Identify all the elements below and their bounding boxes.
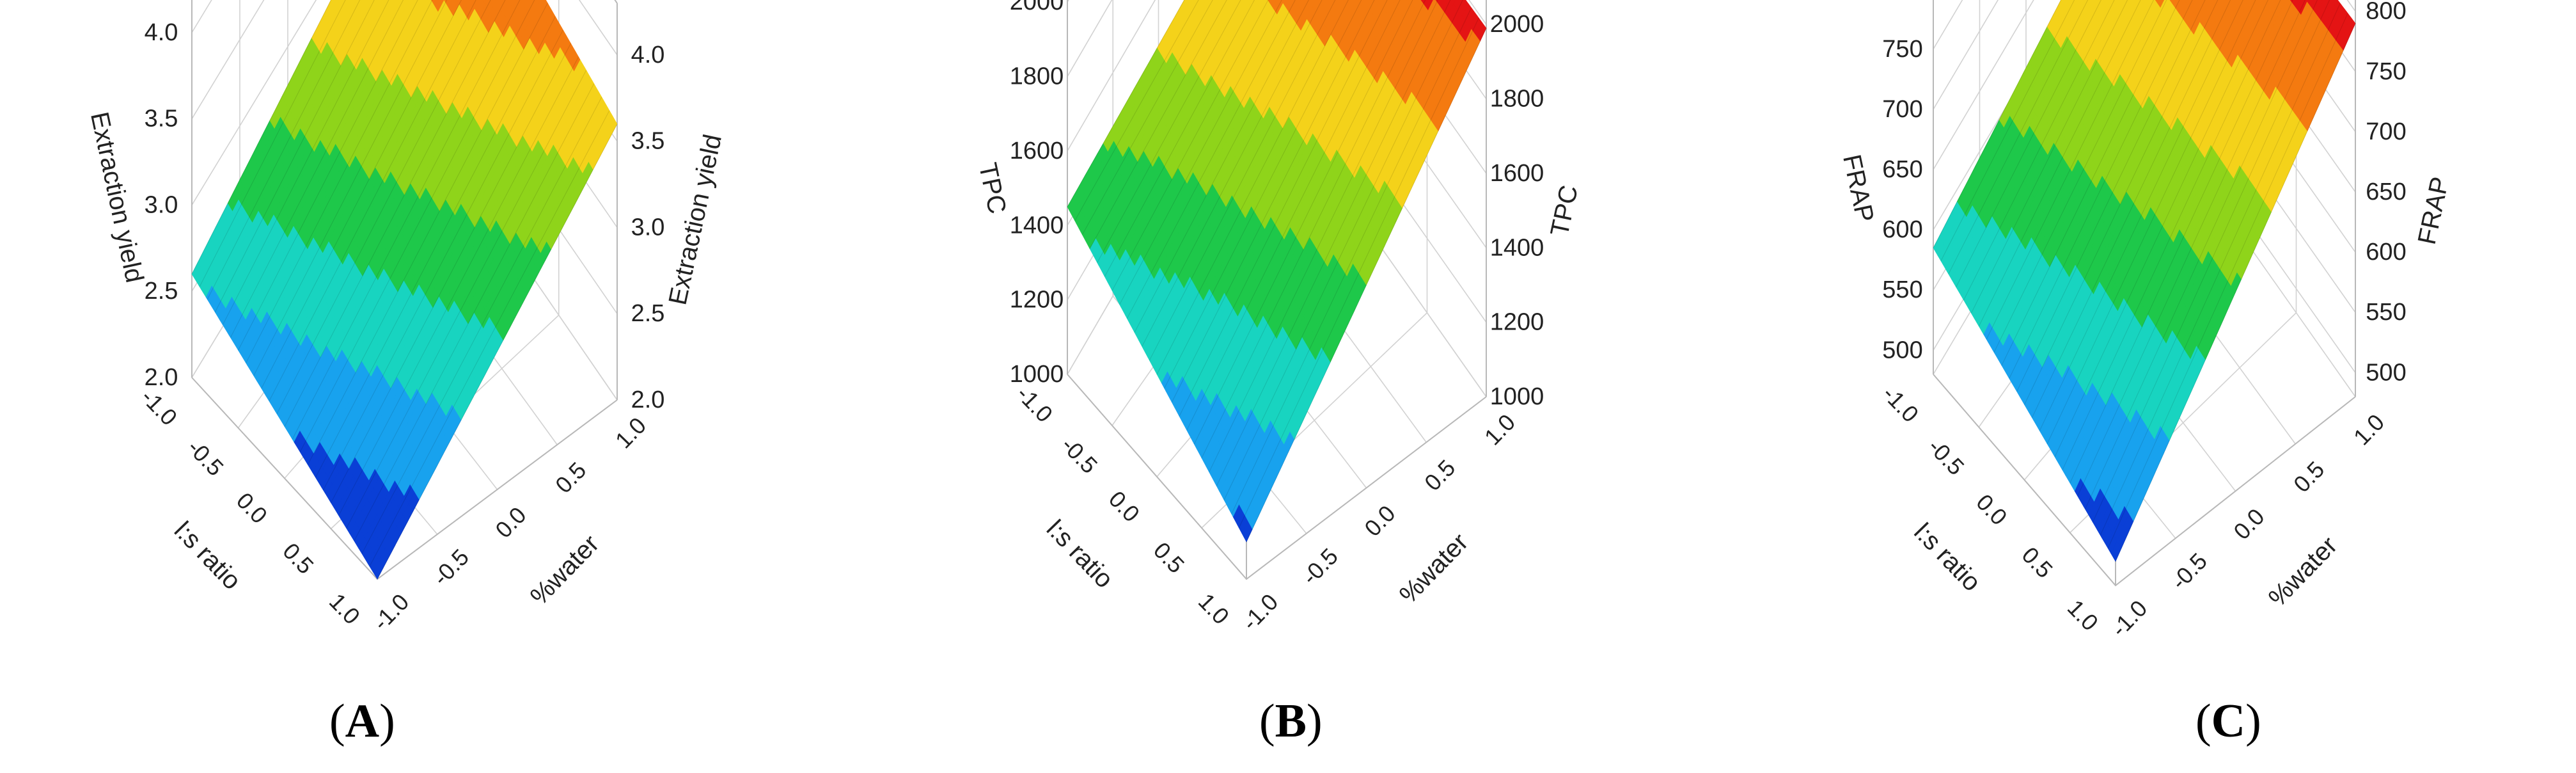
z-tick-label-left: 650 [1882, 156, 1922, 183]
z-tick-label-left: 1200 [1010, 287, 1064, 314]
z-tick-label-left: 4.0 [145, 19, 178, 46]
x-tick-label: 0.0 [1104, 486, 1145, 527]
z-tick-label-right: 1600 [1490, 160, 1544, 187]
x-axis-title: l:s ratio [169, 516, 246, 595]
y-tick-label: 0.5 [550, 457, 591, 498]
z-axis-title-left: Extraction yield [85, 109, 148, 285]
x-tick-label: -0.5 [182, 434, 229, 481]
x-axis-title: l:s ratio [1041, 514, 1119, 593]
y-tick-label: 1.0 [610, 412, 651, 453]
z-tick-label-left: 3.5 [145, 106, 178, 132]
z-tick-label-right: 800 [2366, 0, 2406, 25]
y-axis-title: %water [1394, 528, 1473, 609]
y-axis-title: %water [525, 530, 604, 611]
z-axis-title-left: FRAP [1837, 152, 1879, 225]
x-tick-label: -0.5 [1056, 432, 1103, 479]
y-tick-label: 0.0 [490, 502, 531, 543]
x-tick-label: 1.0 [324, 588, 365, 629]
y-tick-label: -1.0 [2106, 595, 2153, 642]
z-tick-label-left: 700 [1882, 96, 1922, 123]
x-tick-label: -0.5 [1923, 433, 1970, 480]
z-tick-label-right: 1200 [1490, 309, 1544, 336]
y-tick-label: 1.0 [2348, 409, 2389, 450]
response-surface [1933, 0, 2356, 562]
y-tick-label: 0.0 [2228, 504, 2269, 545]
x-tick-label: 0.5 [1149, 537, 1190, 578]
z-tick-label-right: 1800 [1490, 86, 1544, 113]
response-surface [191, 0, 618, 580]
x-tick-label: 1.0 [2062, 594, 2103, 635]
z-tick-label-left: 2000 [1010, 0, 1064, 15]
x-tick-label: -1.0 [1878, 381, 1924, 427]
z-tick-label-right: 600 [2366, 239, 2406, 266]
x-axis-title: l:s ratio [1908, 518, 1986, 596]
z-tick-label-left: 800 [1882, 0, 1922, 3]
z-tick-label-left: 500 [1882, 337, 1922, 363]
z-tick-label-left: 1800 [1010, 63, 1064, 90]
x-tick-label: 0.0 [232, 488, 272, 529]
z-tick-label-right: 750 [2366, 58, 2406, 85]
y-tick-label: 0.5 [1419, 454, 1460, 495]
z-tick-label-left: 1400 [1010, 212, 1064, 239]
z-tick-label-left: 1000 [1010, 361, 1064, 388]
z-tick-label-right: 3.5 [631, 128, 665, 155]
z-tick-label-right: 1000 [1490, 383, 1544, 410]
z-tick-label-left: 3.0 [145, 191, 178, 218]
y-axis-title: %water [2263, 531, 2343, 612]
z-tick-label-right: 1400 [1490, 234, 1544, 261]
y-tick-label: -0.5 [2165, 548, 2212, 594]
z-tick-label-right: 500 [2366, 359, 2406, 386]
surface-plot-b: -1.0-0.50.00.51.0-1.0-0.50.00.51.0-1.0-0… [973, 0, 1583, 635]
z-axis-title-left: TPC [973, 161, 1012, 216]
z-tick-label-right: 3.0 [631, 214, 665, 241]
z-tick-label-right: 4.0 [631, 42, 665, 68]
z-tick-label-left: 750 [1882, 36, 1922, 63]
y-tick-label: -0.5 [1296, 543, 1343, 590]
z-tick-label-left: 2.0 [145, 364, 178, 391]
z-tick-label-right: 650 [2366, 179, 2406, 205]
y-tick-label: -0.5 [427, 544, 474, 591]
z-tick-label-left: 600 [1882, 216, 1922, 243]
panel-c: -1.0-0.50.00.51.0-1.0-0.50.00.51.0-1.0-0… [1732, 0, 2576, 773]
x-tick-label: 0.5 [278, 538, 318, 578]
x-tick-label: 0.0 [1971, 489, 2012, 530]
z-tick-label-left: 550 [1882, 276, 1922, 303]
z-tick-label-right: 2.0 [631, 386, 665, 413]
z-tick-label-right: 2000 [1490, 11, 1544, 38]
z-tick-label-left: 2.5 [145, 278, 178, 305]
panel-b: -1.0-0.50.00.51.0-1.0-0.50.00.51.0-1.0-0… [866, 0, 1710, 773]
panel-caption-c: (C) [2195, 695, 2261, 747]
panel-a: -1.0-0.50.00.51.0-1.0-0.50.00.51.0-1.0-0… [0, 0, 844, 773]
response-surface [1067, 0, 1487, 543]
z-axis-title-right: Extraction yield [664, 132, 727, 307]
z-tick-label-right: 2.5 [631, 300, 665, 327]
y-tick-label: -1.0 [1237, 589, 1284, 635]
panel-caption-b: (B) [1259, 695, 1323, 747]
x-tick-label: 0.5 [2017, 542, 2058, 583]
z-tick-label-right: 550 [2366, 299, 2406, 326]
y-tick-label: 0.0 [1359, 500, 1400, 541]
y-tick-label: 0.5 [2288, 456, 2329, 497]
y-tick-label: 1.0 [1479, 409, 1520, 450]
z-tick-label-left: 1600 [1010, 138, 1064, 164]
y-tick-label: -1.0 [368, 589, 414, 635]
panel-caption-a: (A) [329, 695, 395, 747]
surface-plot-a: -1.0-0.50.00.51.0-1.0-0.50.00.51.0-1.0-0… [85, 0, 727, 635]
surface-plot-c: -1.0-0.50.00.51.0-1.0-0.50.00.51.0-1.0-0… [1837, 0, 2454, 642]
z-axis-title-right: TPC [1545, 183, 1583, 239]
z-tick-label-right: 700 [2366, 118, 2406, 145]
x-tick-label: 1.0 [1193, 588, 1234, 629]
z-axis-title-right: FRAP [2413, 175, 2454, 248]
